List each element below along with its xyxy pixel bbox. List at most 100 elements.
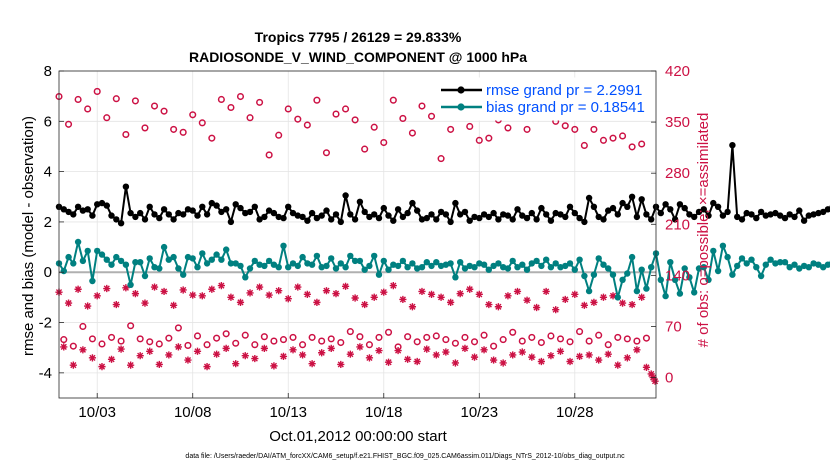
bias-point bbox=[218, 256, 225, 263]
bias-point bbox=[390, 261, 397, 268]
obs-assimilated-marker bbox=[447, 298, 455, 306]
rmse-point bbox=[423, 214, 430, 222]
obs-assimilated-marker bbox=[466, 285, 474, 293]
bias-point bbox=[414, 265, 421, 272]
bias-point bbox=[156, 265, 163, 272]
obs-assimilated-marker bbox=[461, 344, 469, 352]
obs-assimilated-marker bbox=[294, 283, 302, 291]
obs-assimilated-marker bbox=[580, 301, 588, 309]
bias-point bbox=[820, 264, 827, 271]
obs-assimilated-marker bbox=[537, 357, 545, 366]
bias-point bbox=[213, 251, 220, 258]
bias-point bbox=[151, 264, 158, 271]
rmse-point bbox=[156, 214, 163, 222]
rmse-point bbox=[280, 214, 287, 222]
obs-assimilated-marker bbox=[160, 287, 168, 296]
rmse-point bbox=[103, 202, 111, 209]
obs-assimilated-marker bbox=[131, 290, 140, 298]
bias-point bbox=[375, 271, 383, 278]
bias-point bbox=[165, 256, 172, 263]
rmse-point bbox=[485, 213, 492, 221]
bias-point bbox=[461, 265, 469, 272]
y-tick-label-left: 4 bbox=[44, 164, 52, 181]
obs-assimilated-marker bbox=[604, 350, 612, 358]
x-tick-label: 10/18 bbox=[365, 404, 403, 421]
obs-possible-marker bbox=[141, 124, 149, 132]
obs-possible-marker bbox=[84, 105, 92, 113]
bias-point bbox=[127, 281, 134, 288]
obs-possible-marker bbox=[576, 328, 584, 336]
legend-bias-marker bbox=[457, 103, 465, 111]
bias-point bbox=[251, 257, 258, 265]
bias-point bbox=[585, 287, 593, 295]
obs-assimilated-marker bbox=[217, 281, 225, 290]
obs-assimilated-marker bbox=[74, 285, 82, 293]
rmse-point bbox=[414, 207, 421, 214]
rmse-point bbox=[619, 199, 626, 207]
bias-point bbox=[777, 259, 784, 266]
obs-assimilated-marker bbox=[523, 296, 531, 304]
bias-point bbox=[380, 257, 387, 265]
obs-possible-marker bbox=[623, 335, 631, 343]
bias-point bbox=[614, 294, 621, 301]
obs-assimilated-marker bbox=[609, 292, 617, 300]
bias-point bbox=[208, 256, 215, 263]
obs-possible-marker bbox=[150, 102, 159, 110]
rmse-point bbox=[624, 203, 631, 210]
bias-point bbox=[237, 262, 244, 270]
bias-point bbox=[113, 253, 120, 261]
bias-point bbox=[194, 264, 201, 271]
obs-assimilated-marker bbox=[146, 347, 154, 355]
obs-possible-marker bbox=[642, 334, 650, 342]
rmse-point bbox=[194, 212, 201, 219]
obs-possible-marker bbox=[279, 336, 288, 344]
obs-possible-marker bbox=[184, 341, 192, 349]
rmse-point bbox=[390, 217, 397, 224]
legend: rmse grand pr = 2.2991 bias grand pr = 0… bbox=[436, 77, 650, 121]
rmse-point bbox=[767, 211, 774, 218]
obs-possible-marker bbox=[451, 339, 459, 347]
obs-assimilated-marker bbox=[189, 291, 197, 299]
obs-possible-marker bbox=[375, 333, 383, 341]
bias-point bbox=[285, 264, 292, 271]
rmse-point bbox=[189, 207, 196, 214]
obs-possible-marker bbox=[638, 140, 646, 148]
obs-possible-marker bbox=[131, 97, 139, 105]
rmse-point bbox=[218, 208, 225, 216]
rmse-point bbox=[471, 213, 478, 221]
plot-frame bbox=[58, 70, 657, 399]
rmse-point bbox=[275, 213, 282, 221]
bias-point bbox=[796, 265, 803, 272]
rmse-point bbox=[223, 206, 230, 213]
bias-point bbox=[767, 256, 774, 263]
axis-ticks: 10/03 10/08 10/13 10/18 10/23 10/28 -4 -2 0 2 4 6 8 0… bbox=[39, 63, 690, 421]
obs-assimilated-marker bbox=[456, 290, 464, 298]
rmse-point bbox=[175, 209, 182, 217]
bias-point bbox=[70, 260, 77, 267]
bias-point bbox=[265, 257, 273, 265]
obs-possible-marker bbox=[523, 125, 531, 133]
y-tick-label-right: 420 bbox=[665, 63, 690, 80]
obs-possible-marker bbox=[155, 340, 163, 348]
obs-assimilated-marker bbox=[64, 299, 73, 307]
rmse-point bbox=[753, 214, 760, 222]
obs-assimilated-marker bbox=[303, 290, 311, 298]
obs-possible-marker bbox=[103, 114, 111, 122]
obs-possible-marker bbox=[308, 333, 316, 341]
rmse-point bbox=[691, 213, 698, 221]
obs-assimilated-marker bbox=[365, 354, 374, 362]
obs-possible-marker bbox=[208, 134, 216, 142]
obs-assimilated-marker bbox=[346, 350, 354, 358]
bias-point bbox=[480, 261, 488, 268]
obs-possible-marker bbox=[485, 134, 493, 142]
bias-point bbox=[638, 266, 645, 273]
rmse-point bbox=[480, 211, 488, 218]
rmse-point bbox=[122, 183, 130, 190]
obs-possible-marker bbox=[93, 87, 101, 95]
x-tick-label: 10/03 bbox=[78, 404, 116, 421]
bias-point bbox=[299, 253, 306, 261]
rmse-point bbox=[571, 209, 578, 217]
rmse-point bbox=[60, 206, 67, 213]
obs-assimilated-marker bbox=[313, 298, 321, 306]
obs-assimilated-marker bbox=[103, 284, 111, 293]
